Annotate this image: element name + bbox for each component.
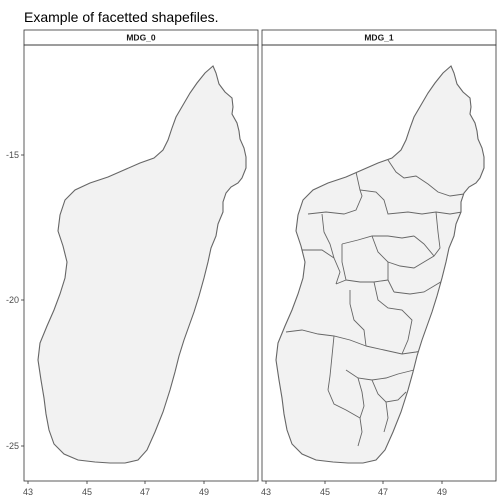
x-tick-label: 43 — [23, 487, 33, 497]
x-tick-label: 47 — [378, 487, 388, 497]
regions-outline-shape — [275, 65, 485, 464]
x-tick-label: 49 — [199, 487, 209, 497]
panel-frame — [23, 44, 259, 482]
x-tick-label: 49 — [437, 487, 447, 497]
y-tick-label: -20 — [6, 295, 19, 305]
region-boundaries — [285, 159, 465, 447]
facet-panel-mdg0: MDG_0 — [23, 29, 259, 482]
panel-frame — [261, 44, 497, 482]
x-tick-label: 43 — [261, 487, 271, 497]
facet-panel-mdg1: MDG_1 — [261, 29, 497, 482]
x-tick-label: 45 — [320, 487, 330, 497]
x-axis-panel1: 43 45 47 49 — [23, 481, 209, 497]
facet-strip-label: MDG_1 — [364, 33, 394, 43]
facet-strip-label: MDG_0 — [126, 33, 156, 43]
country-outline-shape — [37, 65, 247, 464]
y-tick-label: -15 — [6, 150, 19, 160]
x-tick-label: 45 — [82, 487, 92, 497]
y-axis: -15 -20 -25 — [6, 150, 24, 451]
y-tick-label: -25 — [6, 441, 19, 451]
x-tick-label: 47 — [140, 487, 150, 497]
chart-title: Example of facetted shapefiles. — [24, 9, 219, 25]
x-axis-panel2: 43 45 47 49 — [261, 481, 447, 497]
